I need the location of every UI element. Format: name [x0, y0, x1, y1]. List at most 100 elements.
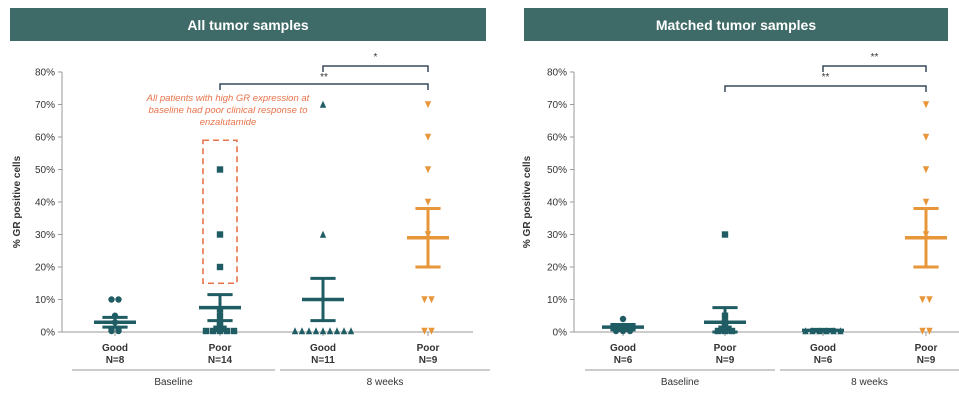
y-tick-label: 40%: [35, 198, 55, 209]
data-point: [291, 327, 299, 335]
group-label: 8 weeks: [367, 377, 404, 388]
data-point: [428, 327, 435, 335]
y-tick-label: 10%: [547, 295, 567, 306]
data-point: [223, 327, 231, 335]
data-point: [319, 230, 327, 238]
data-point: [216, 231, 224, 238]
data-point: [216, 166, 224, 173]
group-label: 8 weeks: [851, 377, 888, 388]
category-label: Good: [310, 343, 336, 354]
y-tick-label: 80%: [547, 68, 567, 79]
data-point: [115, 327, 122, 335]
data-point: [919, 327, 926, 335]
category-label: Good: [810, 343, 836, 354]
data-point: [209, 327, 217, 335]
data-point: [319, 100, 327, 108]
data-point: [230, 327, 238, 335]
data-point: [421, 296, 428, 304]
category-label: Good: [102, 343, 128, 354]
category-label: Good: [610, 343, 636, 354]
highlight-dashed-box: [202, 139, 238, 285]
data-point: [340, 327, 348, 335]
data-point: [926, 327, 933, 335]
y-tick-label: 10%: [35, 295, 55, 306]
data-point: [926, 296, 933, 304]
panel-title: Matched tumor samples: [524, 8, 948, 41]
significance-bracket: [219, 83, 429, 90]
y-tick-label: 20%: [35, 263, 55, 274]
data-point: [216, 327, 224, 335]
y-tick-label: 50%: [547, 165, 567, 176]
significance-label: **: [320, 72, 328, 83]
data-point: [428, 296, 435, 304]
data-point: [721, 231, 729, 238]
data-point: [108, 296, 115, 303]
category-label: Poor: [915, 343, 938, 354]
y-tick-label: 20%: [547, 263, 567, 274]
category-label: Poor: [714, 343, 737, 354]
y-tick-label: 50%: [35, 165, 55, 176]
data-point: [216, 322, 224, 329]
category-n-label: N=6: [614, 355, 633, 366]
data-point: [216, 319, 224, 326]
data-point: [115, 296, 122, 303]
y-tick-label: 0%: [553, 328, 568, 339]
data-point: [305, 327, 313, 335]
data-point: [922, 198, 930, 206]
chart-annotation: All patients with high GR expression at …: [146, 93, 310, 128]
y-tick-label: 70%: [35, 100, 55, 111]
group-label: Baseline: [661, 377, 700, 388]
y-tick-label: 40%: [547, 198, 567, 209]
data-point: [298, 327, 306, 335]
data-point: [619, 315, 627, 323]
data-point: [919, 296, 926, 304]
y-axis-label: % GR positive cells: [522, 155, 533, 248]
data-point: [725, 325, 732, 332]
matched-tumor-samples-panel: Matched tumor samples 0% 10% 20% 30% 40% 50% 6…: [490, 0, 959, 394]
data-point: [213, 325, 220, 332]
data-point: [216, 263, 224, 271]
data-point: [922, 101, 930, 109]
significance-label: **: [822, 72, 830, 83]
data-point: [424, 198, 432, 206]
data-point: [424, 101, 432, 109]
data-point: [421, 327, 428, 335]
data-point: [424, 133, 432, 141]
category-n-label: N=9: [716, 355, 735, 366]
data-point: [424, 166, 432, 174]
y-tick-label: 70%: [547, 100, 567, 111]
data-point: [202, 327, 210, 335]
significance-label: **: [871, 52, 879, 63]
all-tumor-samples-panel: All tumor samples 0% 10% 20% 30% 40% 50% 60% 70…: [10, 8, 490, 388]
data-point: [312, 327, 320, 335]
y-tick-label: 80%: [35, 68, 55, 79]
data-point: [333, 327, 341, 335]
category-n-label: N=6: [814, 355, 833, 366]
category-n-label: N=9: [917, 355, 936, 366]
y-axis-label: % GR positive cells: [12, 155, 23, 248]
y-tick-label: 30%: [547, 230, 567, 241]
significance-label: *: [374, 52, 378, 63]
panel-title: All tumor samples: [10, 8, 486, 41]
y-tick-label: 60%: [35, 133, 55, 144]
category-label: Poor: [209, 343, 232, 354]
data-point: [220, 325, 227, 332]
data-point: [326, 327, 334, 335]
category-n-label: N=11: [311, 355, 335, 366]
significance-bracket: [724, 85, 927, 92]
y-tick-label: 0%: [41, 328, 56, 339]
category-n-label: N=9: [419, 355, 438, 366]
y-tick-label: 30%: [35, 230, 55, 241]
significance-bracket: [322, 65, 429, 72]
all-tumor-samples-chart: 0% 10% 20% 30% 40% 50% 60% 70% 80% % GR positive …: [12, 52, 490, 388]
data-point: [922, 133, 930, 141]
category-n-label: N=14: [208, 355, 233, 366]
data-point: [922, 166, 930, 174]
data-point: [718, 325, 725, 332]
data-point: [319, 327, 327, 335]
significance-bracket: [822, 65, 927, 72]
category-label: Poor: [417, 343, 440, 354]
y-tick-label: 60%: [547, 133, 567, 144]
group-label: Baseline: [154, 377, 193, 388]
data-point: [108, 327, 115, 335]
